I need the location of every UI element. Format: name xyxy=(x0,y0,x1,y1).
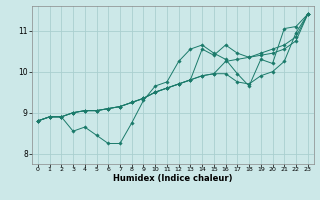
X-axis label: Humidex (Indice chaleur): Humidex (Indice chaleur) xyxy=(113,174,233,183)
